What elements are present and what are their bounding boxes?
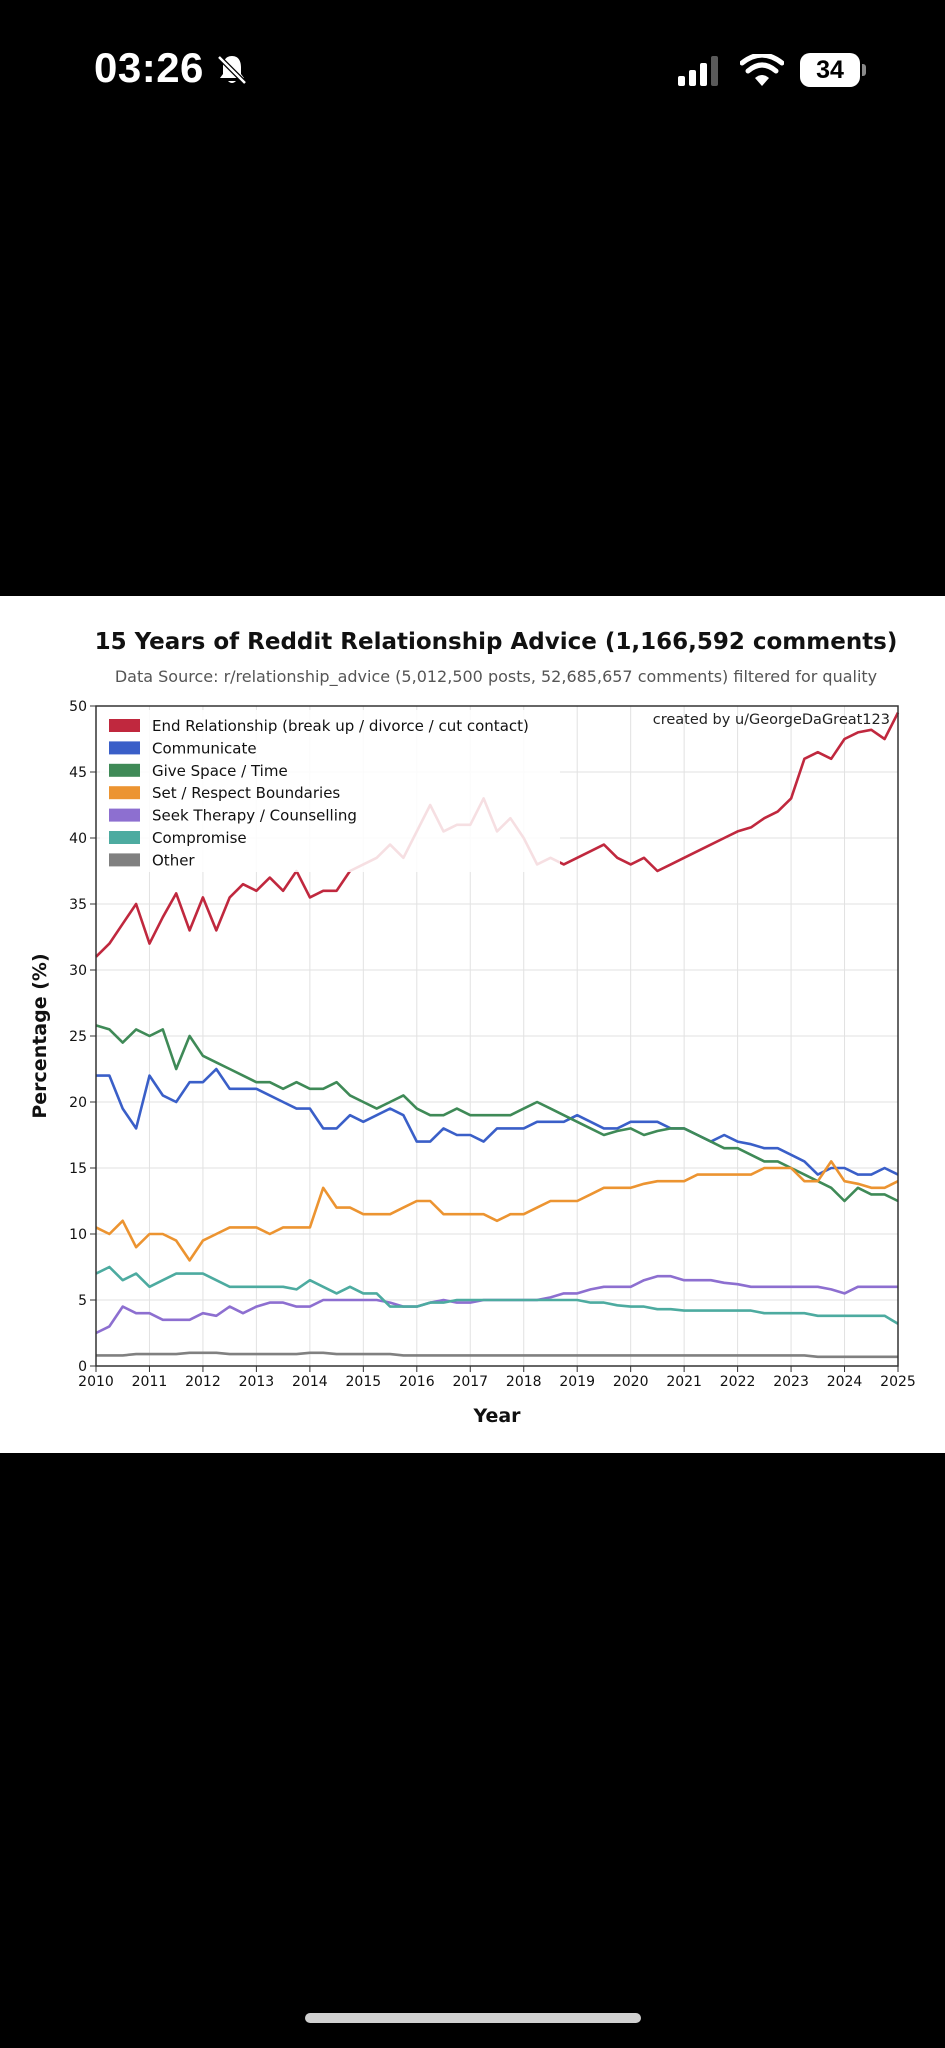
- x-tick-label: 2010: [78, 1374, 114, 1390]
- chart-subtitle: Data Source: r/relationship_advice (5,01…: [115, 667, 877, 687]
- wifi-icon: [740, 54, 784, 86]
- chart-title: 15 Years of Reddit Relationship Advice (…: [95, 629, 898, 655]
- y-tick-label: 45: [69, 765, 87, 781]
- y-tick-label: 15: [69, 1161, 87, 1177]
- legend-entry: End Relationship (break up / divorce / c…: [152, 717, 529, 735]
- series-line-4: [95, 1274, 898, 1335]
- legend-swatch: [109, 853, 140, 867]
- legend-entry: Give Space / Time: [152, 762, 288, 780]
- home-indicator[interactable]: [305, 2013, 641, 2023]
- battery-nub: [862, 64, 866, 76]
- x-tick-label: 2013: [239, 1374, 275, 1390]
- y-tick-label: 30: [69, 963, 87, 979]
- x-tick-label: 2020: [613, 1374, 649, 1390]
- series-line-5: [95, 1265, 899, 1325]
- y-tick-label: 40: [69, 831, 87, 847]
- x-axis-label: Year: [472, 1405, 521, 1427]
- x-tick-label: 2022: [720, 1374, 756, 1390]
- legend-entry: Other: [152, 851, 195, 869]
- x-tick-label: 2014: [292, 1374, 328, 1390]
- status-bar: 03:26 34: [0, 0, 945, 140]
- x-tick-label: 2025: [880, 1374, 916, 1390]
- y-tick-label: 50: [69, 699, 87, 715]
- silent-bell-icon: [217, 55, 247, 85]
- legend-swatch: [109, 763, 140, 777]
- legend-swatch: [109, 719, 140, 732]
- y-tick-label: 5: [78, 1293, 87, 1309]
- y-tick-label: 35: [69, 897, 87, 913]
- x-tick-label: 2017: [452, 1374, 488, 1390]
- status-time: 03:26: [94, 44, 204, 91]
- legend-swatch: [109, 741, 140, 755]
- legend-entry: Seek Therapy / Counselling: [152, 807, 357, 825]
- x-axis-ticks: 2010 2011 2012 2013 2014 2015 2016 2017 2018 2019…: [78, 1366, 916, 1390]
- battery-icon: 34: [800, 53, 866, 87]
- x-tick-label: 2024: [827, 1374, 863, 1390]
- x-tick-label: 2015: [346, 1374, 382, 1390]
- legend-swatch: [109, 786, 140, 800]
- legend-entry: Set / Respect Boundaries: [152, 784, 340, 802]
- chart-card: 15 Years of Reddit Relationship Advice (…: [0, 596, 945, 1453]
- series-line-1: [96, 1067, 899, 1176]
- legend-swatch: [109, 808, 140, 822]
- line-chart: 15 Years of Reddit Relationship Advice (…: [29, 629, 916, 1427]
- y-tick-label: 10: [69, 1227, 87, 1243]
- x-tick-label: 2016: [399, 1374, 435, 1390]
- x-tick-label: 2018: [506, 1374, 542, 1390]
- legend-entry: Communicate: [152, 739, 257, 757]
- y-tick-label: 25: [69, 1029, 87, 1045]
- x-tick-label: 2021: [666, 1374, 702, 1390]
- series-line-6: [96, 1351, 898, 1359]
- y-tick-label: 20: [69, 1095, 87, 1111]
- legend-swatch: [109, 831, 140, 844]
- chart-annotation: created by u/GeorgeDaGreat123: [653, 712, 890, 728]
- x-tick-label: 2012: [185, 1374, 221, 1390]
- y-axis-ticks: 0 5 10 15 20 25 30 35 40 45 50: [69, 699, 96, 1375]
- x-tick-label: 2011: [132, 1374, 168, 1390]
- cellular-signal-icon: [678, 56, 718, 86]
- series-line-2: [95, 1024, 899, 1203]
- x-tick-label: 2023: [773, 1374, 809, 1390]
- legend-box: [100, 710, 560, 872]
- x-tick-label: 2019: [559, 1374, 595, 1390]
- y-tick-label: 0: [78, 1359, 87, 1375]
- y-axis-label: Percentage (%): [29, 953, 51, 1118]
- legend-entry: Compromise: [152, 829, 247, 847]
- battery-level: 34: [800, 53, 860, 87]
- series-line-3: [95, 1160, 899, 1262]
- legend: End Relationship (break up / divorce / c…: [100, 710, 560, 872]
